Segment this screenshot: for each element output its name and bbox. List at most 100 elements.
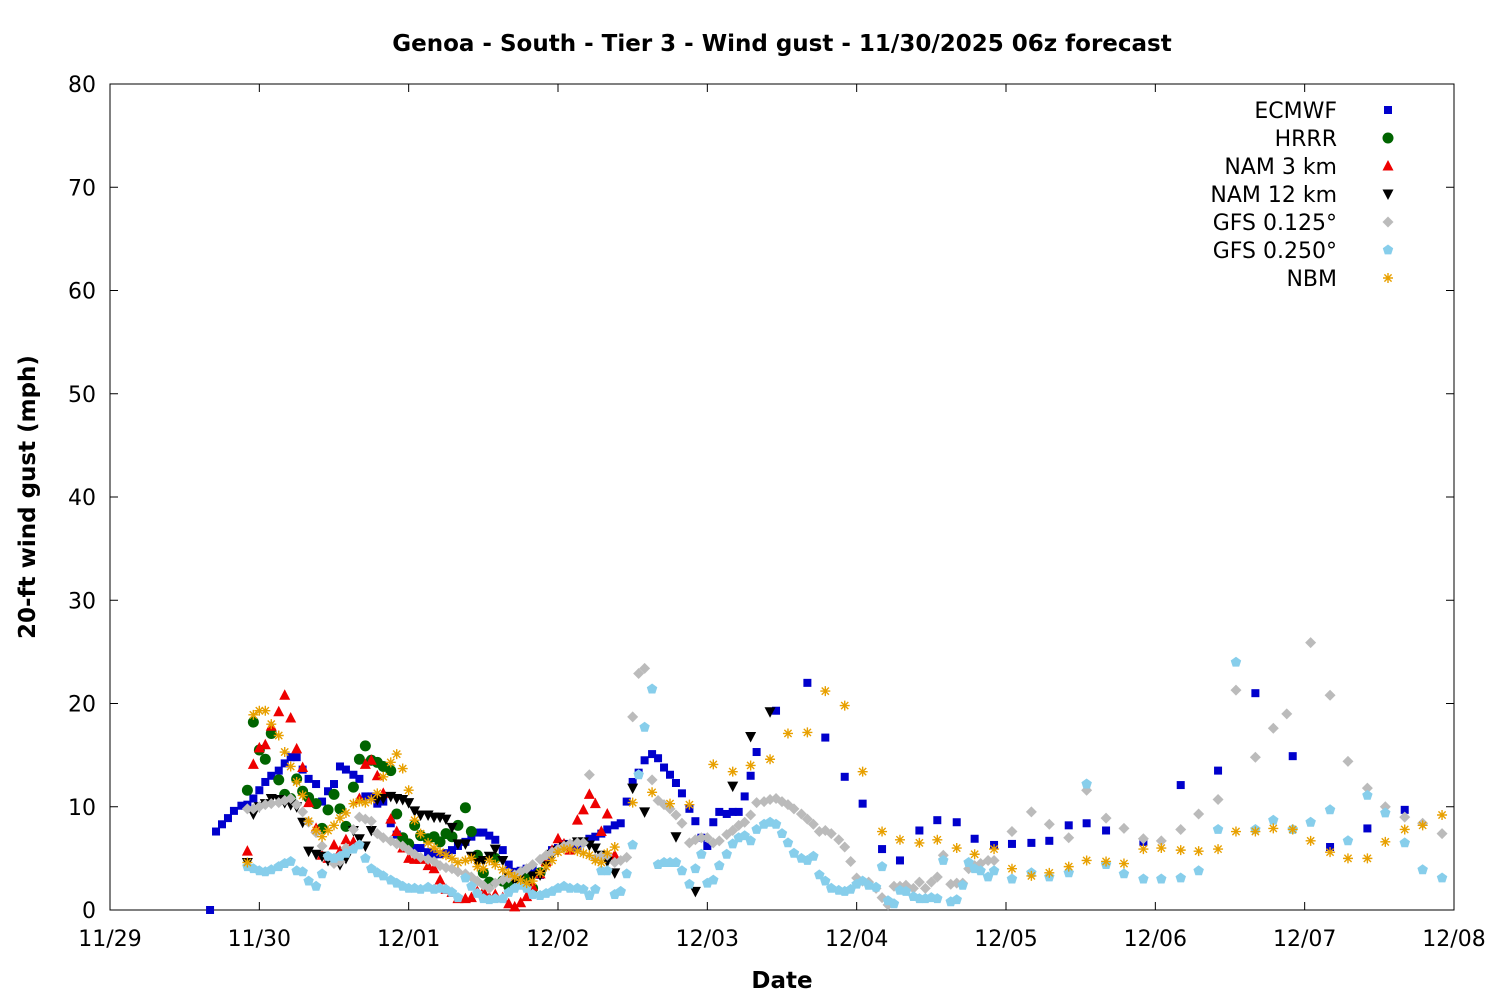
data-point (1007, 839, 1016, 848)
data-point (621, 851, 633, 863)
data-point (713, 835, 725, 847)
data-point (1193, 808, 1205, 820)
data-point (745, 835, 756, 846)
data-point (460, 855, 471, 866)
data-point (541, 861, 552, 872)
data-point (259, 738, 271, 750)
data-point (1268, 823, 1279, 834)
data-point (274, 766, 283, 775)
data-point (671, 779, 680, 788)
data-point (360, 797, 371, 808)
data-point (547, 855, 558, 866)
data-point (820, 875, 831, 886)
data-point (285, 792, 297, 804)
data-point (241, 784, 253, 796)
data-point (491, 835, 500, 844)
data-point (878, 845, 887, 854)
data-point (826, 882, 837, 893)
data-point (241, 845, 253, 856)
y-tick-label: 20 (68, 693, 96, 718)
data-point (330, 780, 338, 789)
data-point (666, 770, 674, 779)
series-ecmwf (206, 678, 1409, 914)
data-point (1230, 656, 1242, 667)
data-point (465, 891, 477, 903)
data-point (1156, 843, 1167, 854)
data-point (340, 833, 352, 845)
data-point (416, 844, 425, 853)
data-point (695, 832, 707, 844)
data-point (820, 686, 831, 697)
data-point (247, 716, 259, 728)
y-tick-label: 60 (68, 280, 96, 305)
data-point (312, 780, 321, 789)
data-point (360, 852, 371, 863)
data-point (1063, 861, 1074, 872)
data-point (583, 769, 595, 781)
data-point (639, 662, 651, 674)
data-point (583, 788, 595, 799)
y-tick-label: 10 (68, 796, 96, 821)
data-point (378, 771, 389, 782)
data-point (558, 844, 569, 855)
data-point (734, 807, 743, 816)
data-point (485, 831, 494, 840)
data-point (477, 855, 489, 867)
data-point (833, 834, 845, 846)
x-tick-label: 12/03 (676, 927, 739, 952)
data-point (1436, 872, 1448, 883)
data-point (1325, 847, 1336, 858)
data-point (535, 867, 546, 878)
data-point (297, 806, 309, 818)
data-point (571, 837, 583, 849)
data-point (318, 797, 327, 806)
data-point (311, 825, 322, 836)
data-point (648, 750, 657, 759)
data-point (633, 668, 645, 680)
data-point (1006, 826, 1018, 838)
data-point (1006, 873, 1018, 884)
legend-label: GFS 0.250° (1213, 239, 1337, 264)
data-point (839, 841, 851, 853)
data-point (279, 689, 291, 700)
y-tick-label: 30 (68, 589, 96, 614)
data-point (328, 788, 340, 800)
data-point (478, 863, 489, 874)
data-point (483, 882, 495, 894)
data-point (684, 878, 695, 889)
data-point (988, 854, 1000, 866)
data-point (1361, 782, 1373, 794)
data-point (365, 815, 377, 827)
data-point (479, 828, 488, 837)
data-point (571, 814, 583, 825)
data-point (229, 806, 238, 815)
data-point (273, 730, 284, 741)
data-point (527, 859, 539, 871)
data-point (1082, 819, 1091, 828)
data-point (564, 844, 575, 855)
data-point (1156, 873, 1167, 884)
data-point (590, 855, 601, 866)
data-point (266, 864, 277, 875)
data-point (206, 906, 215, 914)
data-point (591, 832, 600, 841)
data-point (677, 789, 686, 798)
data-point (1213, 844, 1224, 855)
data-point (391, 749, 402, 760)
data-point (323, 825, 334, 836)
data-point (322, 804, 334, 816)
data-point (515, 896, 527, 908)
data-point (286, 753, 295, 762)
data-point (247, 809, 259, 820)
data-point (253, 741, 265, 753)
data-point (1193, 865, 1204, 876)
data-point (297, 790, 308, 801)
data-point (428, 862, 440, 874)
data-point (801, 813, 813, 825)
data-point (1118, 858, 1129, 869)
data-point (1137, 833, 1149, 845)
data-point (260, 705, 271, 716)
data-point (378, 870, 389, 881)
data-point (601, 807, 613, 819)
